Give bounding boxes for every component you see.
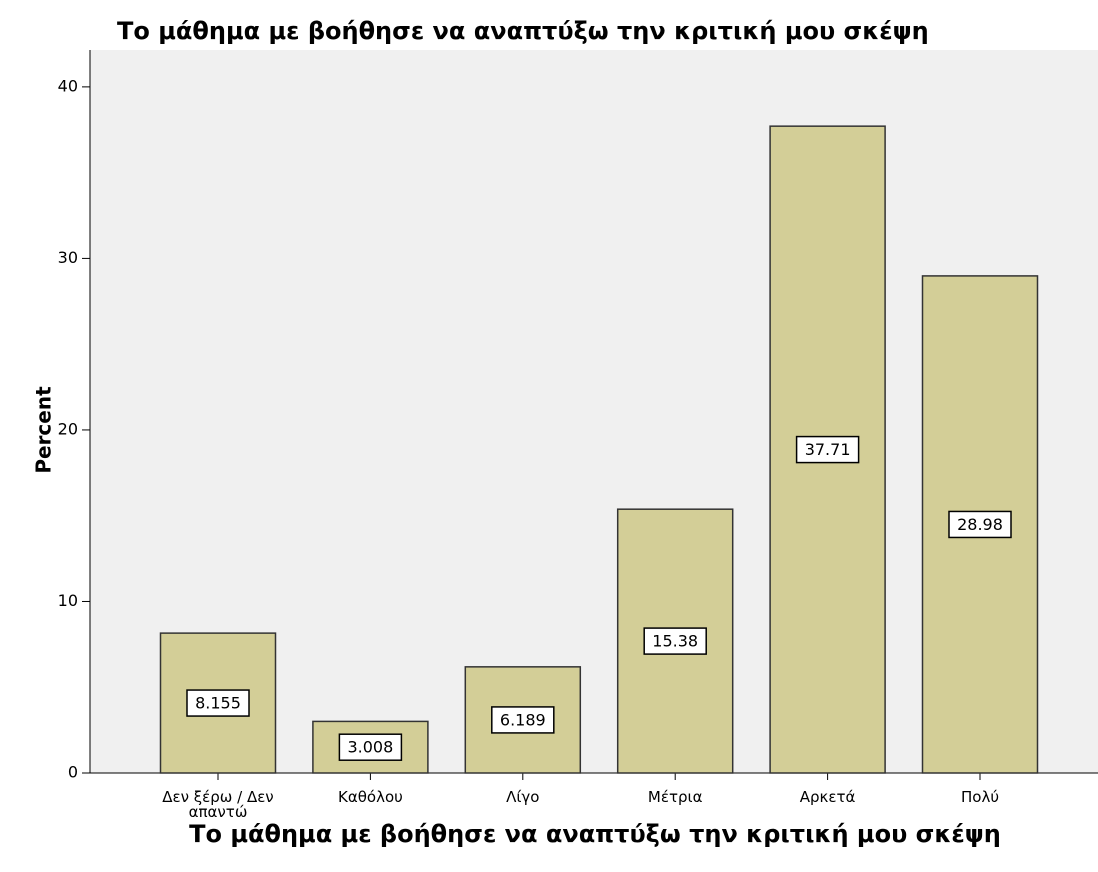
- value-label-box: [338, 733, 403, 761]
- value-label: 3.008: [347, 738, 393, 757]
- value-label-box: [948, 510, 1012, 539]
- value-label: 37.71: [805, 440, 851, 459]
- x-axis-label: Το μάθημα με βοήθησε να αναπτύξω την κρι…: [189, 820, 1001, 848]
- value-label-box: [643, 627, 707, 655]
- value-label-box: [795, 435, 860, 464]
- x-tick-label: Αρκετά: [799, 788, 856, 806]
- value-label: 6.189: [500, 710, 546, 729]
- y-tick-label: 20: [58, 419, 78, 438]
- x-tick-label: Λίγο: [506, 788, 540, 806]
- x-tick-label: Δεν ξέρω / Δεν απαντώ: [162, 788, 274, 821]
- y-axis-label: Percent: [32, 386, 56, 474]
- y-tick-label: 0: [68, 763, 78, 782]
- value-label-box: [186, 689, 250, 717]
- y-tick-label: 40: [58, 76, 78, 95]
- y-tick-label: 10: [58, 591, 78, 610]
- value-label: 8.155: [195, 694, 241, 713]
- value-label: 28.98: [957, 515, 1003, 534]
- chart-title: Το μάθημα με βοήθησε να αναπτύξω την κρι…: [117, 17, 929, 45]
- value-label-box: [491, 706, 555, 734]
- value-label: 15.38: [652, 632, 698, 651]
- x-tick-label: Καθόλου: [337, 788, 403, 806]
- bar: [312, 720, 429, 774]
- x-tick-label: Πολύ: [960, 788, 999, 806]
- x-tick-label: Μέτρια: [647, 788, 703, 806]
- y-tick-label: 30: [58, 248, 78, 267]
- bar: [464, 666, 582, 774]
